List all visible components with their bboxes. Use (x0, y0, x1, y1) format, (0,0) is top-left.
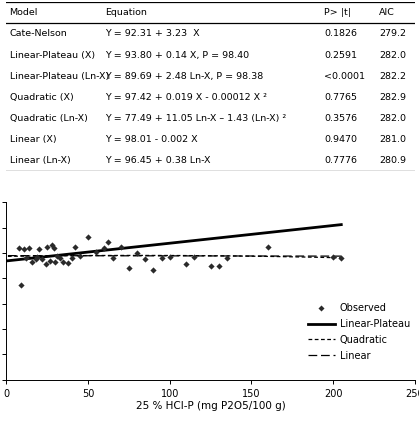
Point (85, 233, 91, 240)
Point (18, 281, 24, 288)
Text: 282.0: 282.0 (379, 114, 406, 123)
Point (330, 254, 336, 260)
Text: Y = 89.69 + 2.48 Ln-X, P = 98.38: Y = 89.69 + 2.48 Ln-X, P = 98.38 (106, 72, 264, 81)
Text: 282.2: 282.2 (379, 72, 406, 81)
Point (21, 246, 28, 253)
Point (44, 243, 50, 250)
Point (65, 260, 72, 267)
Text: 282.0: 282.0 (379, 51, 406, 60)
Point (142, 256, 148, 263)
Point (34, 254, 41, 260)
Text: Cate-Nelson: Cate-Nelson (10, 29, 67, 38)
X-axis label: 25 % HCl-P (mg P2O5/100 g): 25 % HCl-P (mg P2O5/100 g) (136, 402, 285, 411)
Point (57, 255, 64, 262)
Text: 0.7765: 0.7765 (324, 93, 357, 102)
Point (47, 257, 54, 264)
Text: 0.9470: 0.9470 (324, 135, 357, 144)
Point (68, 255, 75, 262)
Point (23, 255, 29, 262)
Text: Quadratic (X): Quadratic (X) (10, 93, 73, 102)
Text: Y = 96.45 + 0.38 Ln-X: Y = 96.45 + 0.38 Ln-X (106, 156, 211, 165)
Text: Equation: Equation (106, 8, 147, 17)
Text: P> |t|: P> |t| (324, 8, 351, 17)
Point (215, 262, 222, 269)
Text: Y = 93.80 + 0.14 X, P = 98.40: Y = 93.80 + 0.14 X, P = 98.40 (106, 51, 250, 60)
Text: Y = 92.31 + 3.23  X: Y = 92.31 + 3.23 X (106, 29, 200, 38)
Text: Y = 98.01 - 0.002 X: Y = 98.01 - 0.002 X (106, 135, 198, 144)
Point (101, 245, 108, 251)
Text: Linear (Ln-X): Linear (Ln-X) (10, 156, 70, 165)
Point (16, 245, 23, 251)
Point (166, 254, 173, 260)
Point (36, 246, 42, 253)
Point (60, 259, 67, 266)
Text: AIC: AIC (379, 8, 395, 17)
Point (264, 243, 271, 250)
Text: Y = 97.42 + 0.019 X - 0.00012 X ²: Y = 97.42 + 0.019 X - 0.00012 X ² (106, 93, 268, 102)
Point (224, 255, 230, 262)
Text: Model: Model (10, 8, 38, 17)
Point (125, 265, 132, 272)
Text: 0.2591: 0.2591 (324, 51, 357, 60)
Point (134, 250, 140, 257)
Point (76, 252, 83, 259)
Point (104, 238, 111, 245)
Point (39, 256, 46, 263)
Text: Y = 77.49 + 11.05 Ln-X – 1.43 (Ln-X) ²: Y = 77.49 + 11.05 Ln-X – 1.43 (Ln-X) ² (106, 114, 287, 123)
Point (150, 266, 157, 273)
Point (49, 242, 55, 249)
Text: 279.2: 279.2 (379, 29, 406, 38)
Point (183, 261, 189, 268)
Point (338, 255, 344, 262)
Text: Quadratic (Ln-X): Quadratic (Ln-X) (10, 114, 88, 123)
Point (50, 245, 57, 251)
Text: 282.9: 282.9 (379, 93, 406, 102)
Point (32, 256, 39, 263)
Legend: Observed, Linear-Plateau, Quadratic, Linear: Observed, Linear-Plateau, Quadratic, Lin… (308, 303, 410, 361)
Point (72, 243, 78, 250)
Text: 0.1826: 0.1826 (324, 29, 357, 38)
Text: Linear-Plateau (X): Linear-Plateau (X) (10, 51, 95, 60)
Point (158, 255, 165, 262)
Text: 281.0: 281.0 (379, 135, 406, 144)
Text: <0.0001: <0.0001 (324, 72, 365, 81)
Point (26, 245, 33, 251)
Text: 0.3576: 0.3576 (324, 114, 357, 123)
Text: 280.9: 280.9 (379, 156, 406, 165)
Point (191, 254, 198, 260)
Text: Linear-Plateau (Ln-X): Linear-Plateau (Ln-X) (10, 72, 109, 81)
Point (207, 262, 214, 269)
Point (109, 255, 116, 262)
Text: Linear (X): Linear (X) (10, 135, 56, 144)
Point (52, 259, 59, 266)
Point (29, 259, 36, 266)
Point (117, 243, 124, 250)
Point (93, 248, 99, 255)
Point (42, 261, 49, 268)
Text: 0.7776: 0.7776 (324, 156, 357, 165)
Point (54, 252, 60, 259)
